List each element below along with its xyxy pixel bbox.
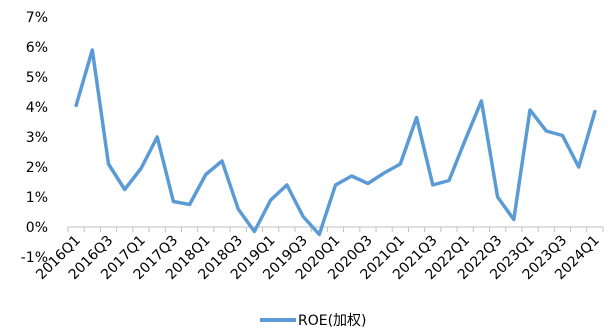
data-point <box>334 184 337 187</box>
data-point <box>156 136 159 139</box>
y-tick-label: 4% <box>26 100 48 116</box>
data-point <box>545 130 548 133</box>
data-point <box>415 116 418 119</box>
data-point <box>399 163 402 166</box>
data-point <box>75 104 78 107</box>
data-point <box>237 208 240 211</box>
data-point <box>383 172 386 175</box>
data-point <box>302 215 305 218</box>
legend-label-roe: ROE(加权) <box>298 313 367 329</box>
data-point <box>366 182 369 185</box>
data-point <box>123 188 126 191</box>
data-point <box>529 109 532 112</box>
y-tick-label: 2% <box>26 160 48 176</box>
data-point <box>285 184 288 187</box>
data-point <box>188 203 191 206</box>
data-point <box>577 166 580 169</box>
y-tick-label: 3% <box>26 130 48 146</box>
data-point <box>464 139 467 142</box>
data-point <box>253 230 256 233</box>
series-layer <box>74 48 597 237</box>
data-point <box>221 160 224 163</box>
y-axis-ticks: -1% 0% 1% 2% 3% 4% 5% 6% 7% <box>21 10 48 266</box>
data-point <box>431 184 434 187</box>
data-point <box>269 199 272 202</box>
data-point <box>593 110 596 113</box>
data-point <box>172 200 175 203</box>
data-point <box>140 167 143 170</box>
data-point <box>91 49 94 52</box>
y-tick-label: -1% <box>21 250 48 266</box>
y-tick-label: 1% <box>26 190 48 206</box>
legend: ROE(加权) <box>260 313 367 329</box>
data-point <box>448 179 451 182</box>
data-point <box>496 196 499 199</box>
y-tick-label: 0% <box>26 220 48 236</box>
series-line-roe <box>74 48 597 237</box>
data-point <box>512 218 515 221</box>
data-point <box>561 134 564 137</box>
data-point <box>107 163 110 166</box>
data-point <box>318 233 321 236</box>
data-point <box>350 175 353 178</box>
y-tick-label: 5% <box>26 70 48 86</box>
data-point <box>480 100 483 103</box>
y-tick-label: 7% <box>26 10 48 26</box>
y-tick-label: 6% <box>26 40 48 56</box>
data-point <box>204 173 207 176</box>
